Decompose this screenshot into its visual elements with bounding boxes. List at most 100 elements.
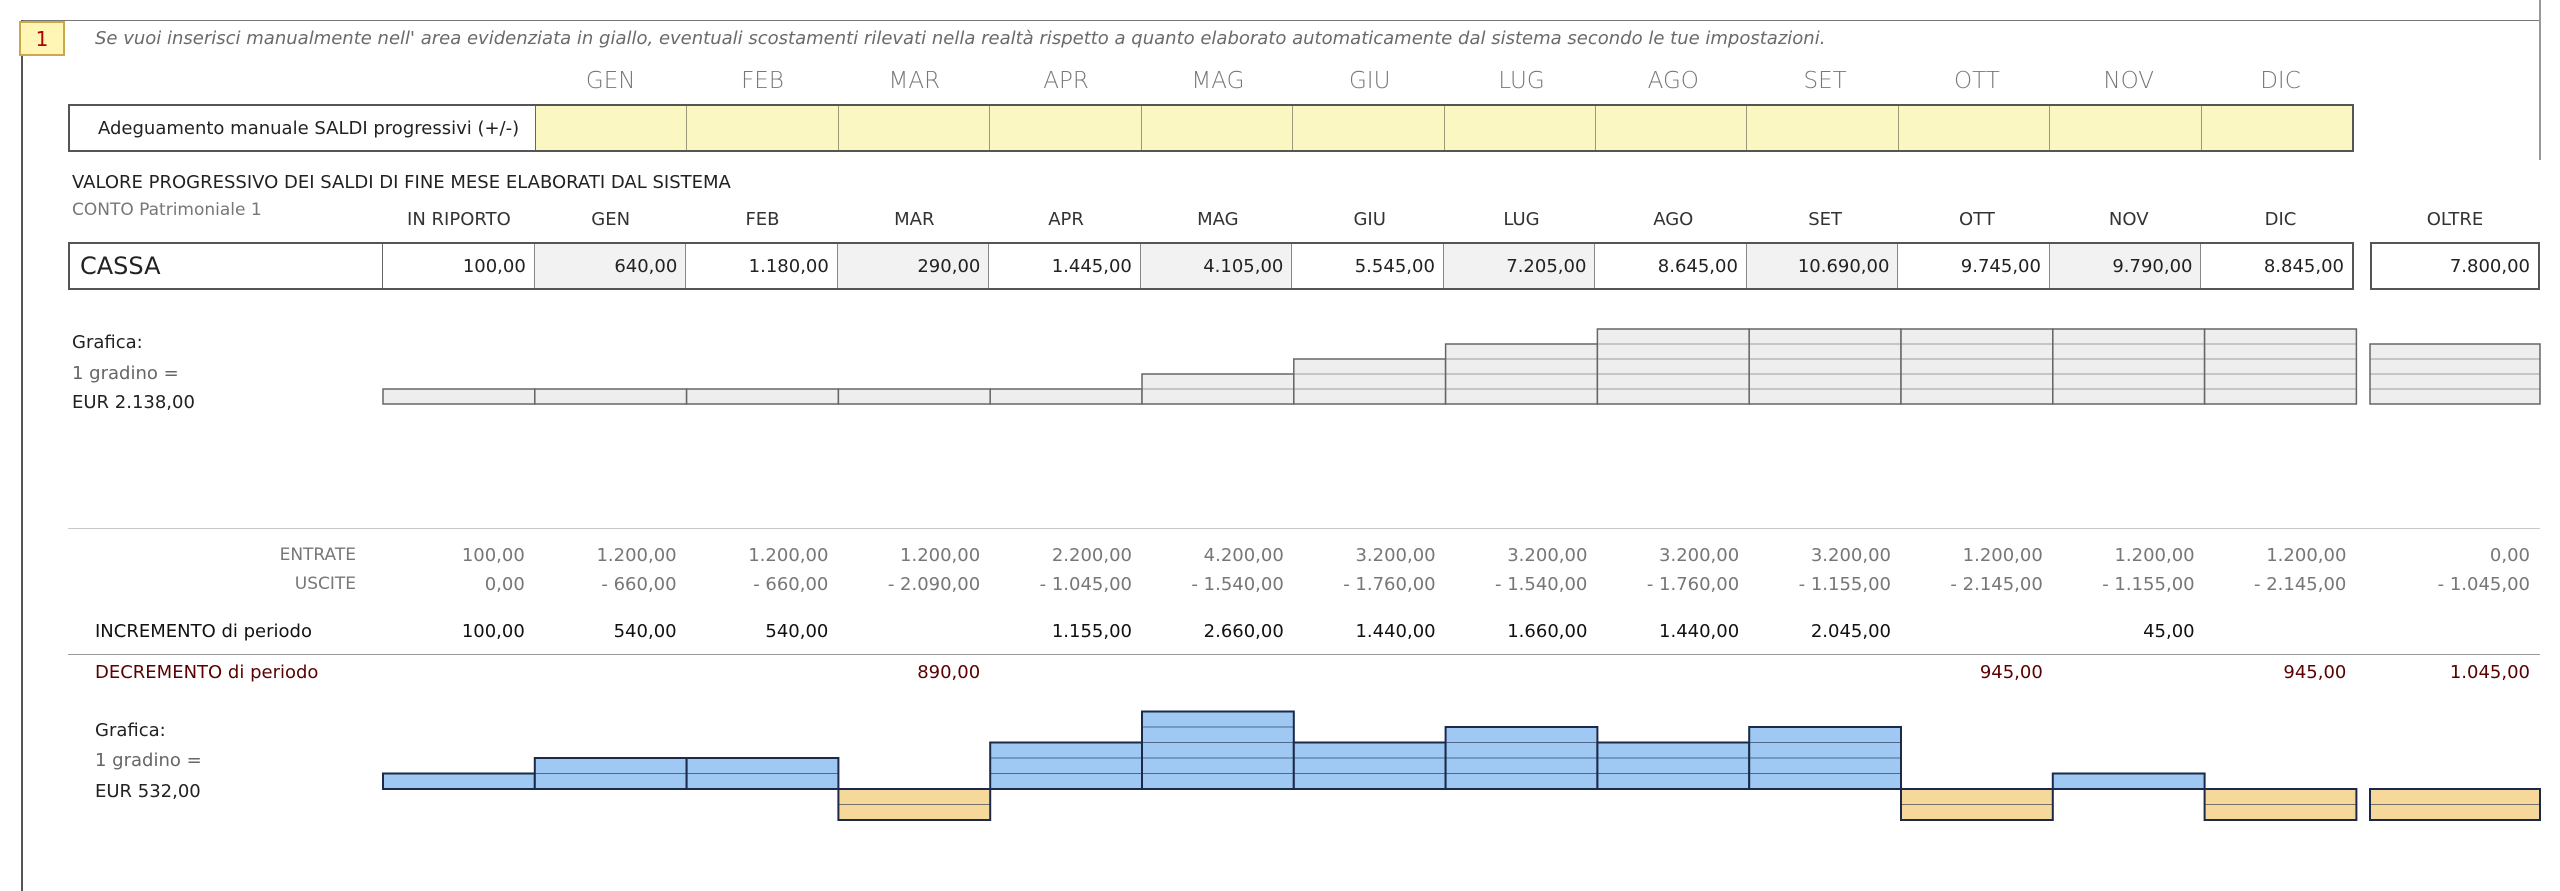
increment-bar-rect bbox=[1292, 741, 1447, 790]
entrate-value: 1.200,00 bbox=[1962, 545, 2043, 566]
cassa-value-dic: 8.845,00 bbox=[2263, 255, 2344, 277]
entrate-value: 3.200,00 bbox=[1507, 545, 1588, 566]
entrate-value: 3.200,00 bbox=[1355, 545, 1436, 566]
manual-input-ago[interactable] bbox=[1595, 106, 1748, 150]
increment-bar bbox=[1141, 710, 1295, 790]
balance-header-ago: AGO bbox=[1653, 209, 1694, 230]
uscite-value: 0,00 bbox=[484, 574, 525, 595]
frame-right-border bbox=[2539, 0, 2541, 160]
increment-bar bbox=[2051, 772, 2206, 790]
manual-input-mag[interactable] bbox=[1141, 106, 1294, 150]
balance-header-giu: GIU bbox=[1353, 209, 1386, 230]
decrement-bar bbox=[1900, 788, 2054, 821]
balance-bar-rect bbox=[1293, 358, 1447, 405]
balance-bar bbox=[1141, 373, 1295, 405]
balance-bar bbox=[2203, 328, 2358, 405]
section-subtitle: CONTO Patrimoniale 1 bbox=[72, 200, 262, 220]
balance-bar bbox=[1596, 328, 1750, 405]
month-header-ago: AGO bbox=[1647, 68, 1699, 94]
month-header-apr: APR bbox=[1043, 68, 1089, 94]
increment-bar-rect bbox=[1141, 710, 1295, 790]
incremento-value: 100,00 bbox=[461, 621, 525, 642]
header-in-riporto: IN RIPORTO bbox=[407, 209, 511, 230]
manual-input-set[interactable] bbox=[1747, 106, 1899, 150]
incremento-value: 1.155,00 bbox=[1051, 621, 1132, 642]
incremento-label: INCREMENTO di periodo bbox=[95, 621, 312, 642]
uscite-value: - 660,00 bbox=[601, 574, 677, 595]
month-header-nov: NOV bbox=[2103, 68, 2155, 94]
manual-input-lug[interactable] bbox=[1444, 106, 1596, 150]
entrate-value: 2.200,00 bbox=[1051, 545, 1132, 566]
graph2-step-label: 1 gradino = bbox=[95, 750, 202, 771]
cassa-row: CASSA 100,00 640,00 1.180,00 290,00 1.445,00… bbox=[68, 242, 2354, 290]
header-oltre: OLTRE bbox=[2426, 209, 2484, 230]
incremento-value: 540,00 bbox=[765, 621, 829, 642]
balance-bar bbox=[1444, 343, 1599, 405]
balance-bar-rect bbox=[2203, 328, 2358, 405]
balance-header-lug: LUG bbox=[1503, 209, 1540, 230]
graph2-label: Grafica: bbox=[95, 720, 166, 741]
month-header-lug: LUG bbox=[1498, 68, 1545, 94]
cassa-value-giu: 5.545,00 bbox=[1292, 244, 1444, 288]
manual-input-ott[interactable] bbox=[1898, 106, 2051, 150]
incremento-value: 2.660,00 bbox=[1203, 621, 1284, 642]
cassa-value-ago: 8.645,00 bbox=[1595, 244, 1747, 288]
entrate-label: ENTRATE bbox=[279, 545, 356, 565]
frame-top-border bbox=[21, 20, 2541, 21]
frame-left-border bbox=[21, 20, 23, 891]
manual-input-nov[interactable] bbox=[2050, 106, 2202, 150]
balance-header-feb: FEB bbox=[745, 209, 780, 230]
balance-header-mar: MAR bbox=[894, 209, 935, 230]
balance-bar-rect bbox=[1900, 328, 2054, 405]
cassa-oltre-value: 7.800,00 bbox=[2370, 242, 2540, 290]
cassa-value-mag: 4.105,00 bbox=[1140, 244, 1293, 288]
entrate-value: 1.200,00 bbox=[2266, 545, 2347, 566]
decremento-value: 945,00 bbox=[1979, 662, 2043, 683]
balance-bar-rect bbox=[1596, 328, 1750, 405]
uscite-value: - 2.090,00 bbox=[887, 574, 981, 595]
balance-bar bbox=[1748, 328, 1902, 405]
graph1-step-value: EUR 2.138,00 bbox=[72, 392, 195, 413]
manual-input-feb[interactable] bbox=[687, 106, 839, 150]
entrate-value: 3.200,00 bbox=[1659, 545, 1740, 566]
manual-input-dic[interactable] bbox=[2201, 106, 2353, 150]
cassa-value-ott: 9.745,00 bbox=[1898, 244, 2050, 288]
balance-bar-oltre bbox=[2369, 343, 2541, 405]
balance-bar-rect bbox=[2052, 328, 2206, 405]
uscite-value: - 1.540,00 bbox=[1495, 574, 1588, 595]
uscite-value: - 660,00 bbox=[753, 574, 829, 595]
entrate-value: 0,00 bbox=[2489, 545, 2530, 566]
entrate-value: 3.200,00 bbox=[1810, 545, 1891, 566]
balance-bar bbox=[1900, 328, 2054, 405]
balance-header-nov: NOV bbox=[2108, 209, 2149, 230]
increment-bar-rect bbox=[989, 741, 1144, 790]
balance-bar bbox=[2052, 328, 2206, 405]
uscite-value: - 1.540,00 bbox=[1191, 574, 1284, 595]
uscite-value: - 1.045,00 bbox=[1039, 574, 1132, 595]
month-header-dic: DIC bbox=[2260, 68, 2301, 94]
balance-header-apr: APR bbox=[1048, 209, 1084, 230]
month-header-set: SET bbox=[1803, 68, 1847, 94]
manual-adjustment-label: Adeguamento manuale SALDI progressivi (+… bbox=[70, 106, 536, 150]
manual-input-apr[interactable] bbox=[990, 106, 1142, 150]
manual-input-giu[interactable] bbox=[1293, 106, 1445, 150]
manual-input-gen[interactable] bbox=[536, 106, 688, 150]
incremento-value: 540,00 bbox=[613, 621, 677, 642]
month-header-giu: GIU bbox=[1348, 68, 1391, 94]
increment-bar-rect bbox=[2051, 772, 2206, 790]
uscite-value: - 1.155,00 bbox=[2102, 574, 2195, 595]
month-header-ott: OTT bbox=[1953, 68, 2000, 94]
cassa-value-apr: 1.445,00 bbox=[989, 244, 1141, 288]
uscite-value: - 2.145,00 bbox=[1950, 574, 2043, 595]
manual-input-mar[interactable] bbox=[838, 106, 991, 150]
balance-header-ott: OTT bbox=[1958, 209, 1995, 230]
balance-bar-rect bbox=[1748, 328, 1902, 405]
section-number-badge: 1 bbox=[19, 21, 65, 56]
section-divider bbox=[68, 528, 2540, 529]
cassa-value-nov: 9.790,00 bbox=[2049, 244, 2202, 288]
increment-bar bbox=[685, 757, 840, 790]
increment-bar bbox=[533, 757, 688, 790]
increment-bar bbox=[1444, 726, 1599, 790]
